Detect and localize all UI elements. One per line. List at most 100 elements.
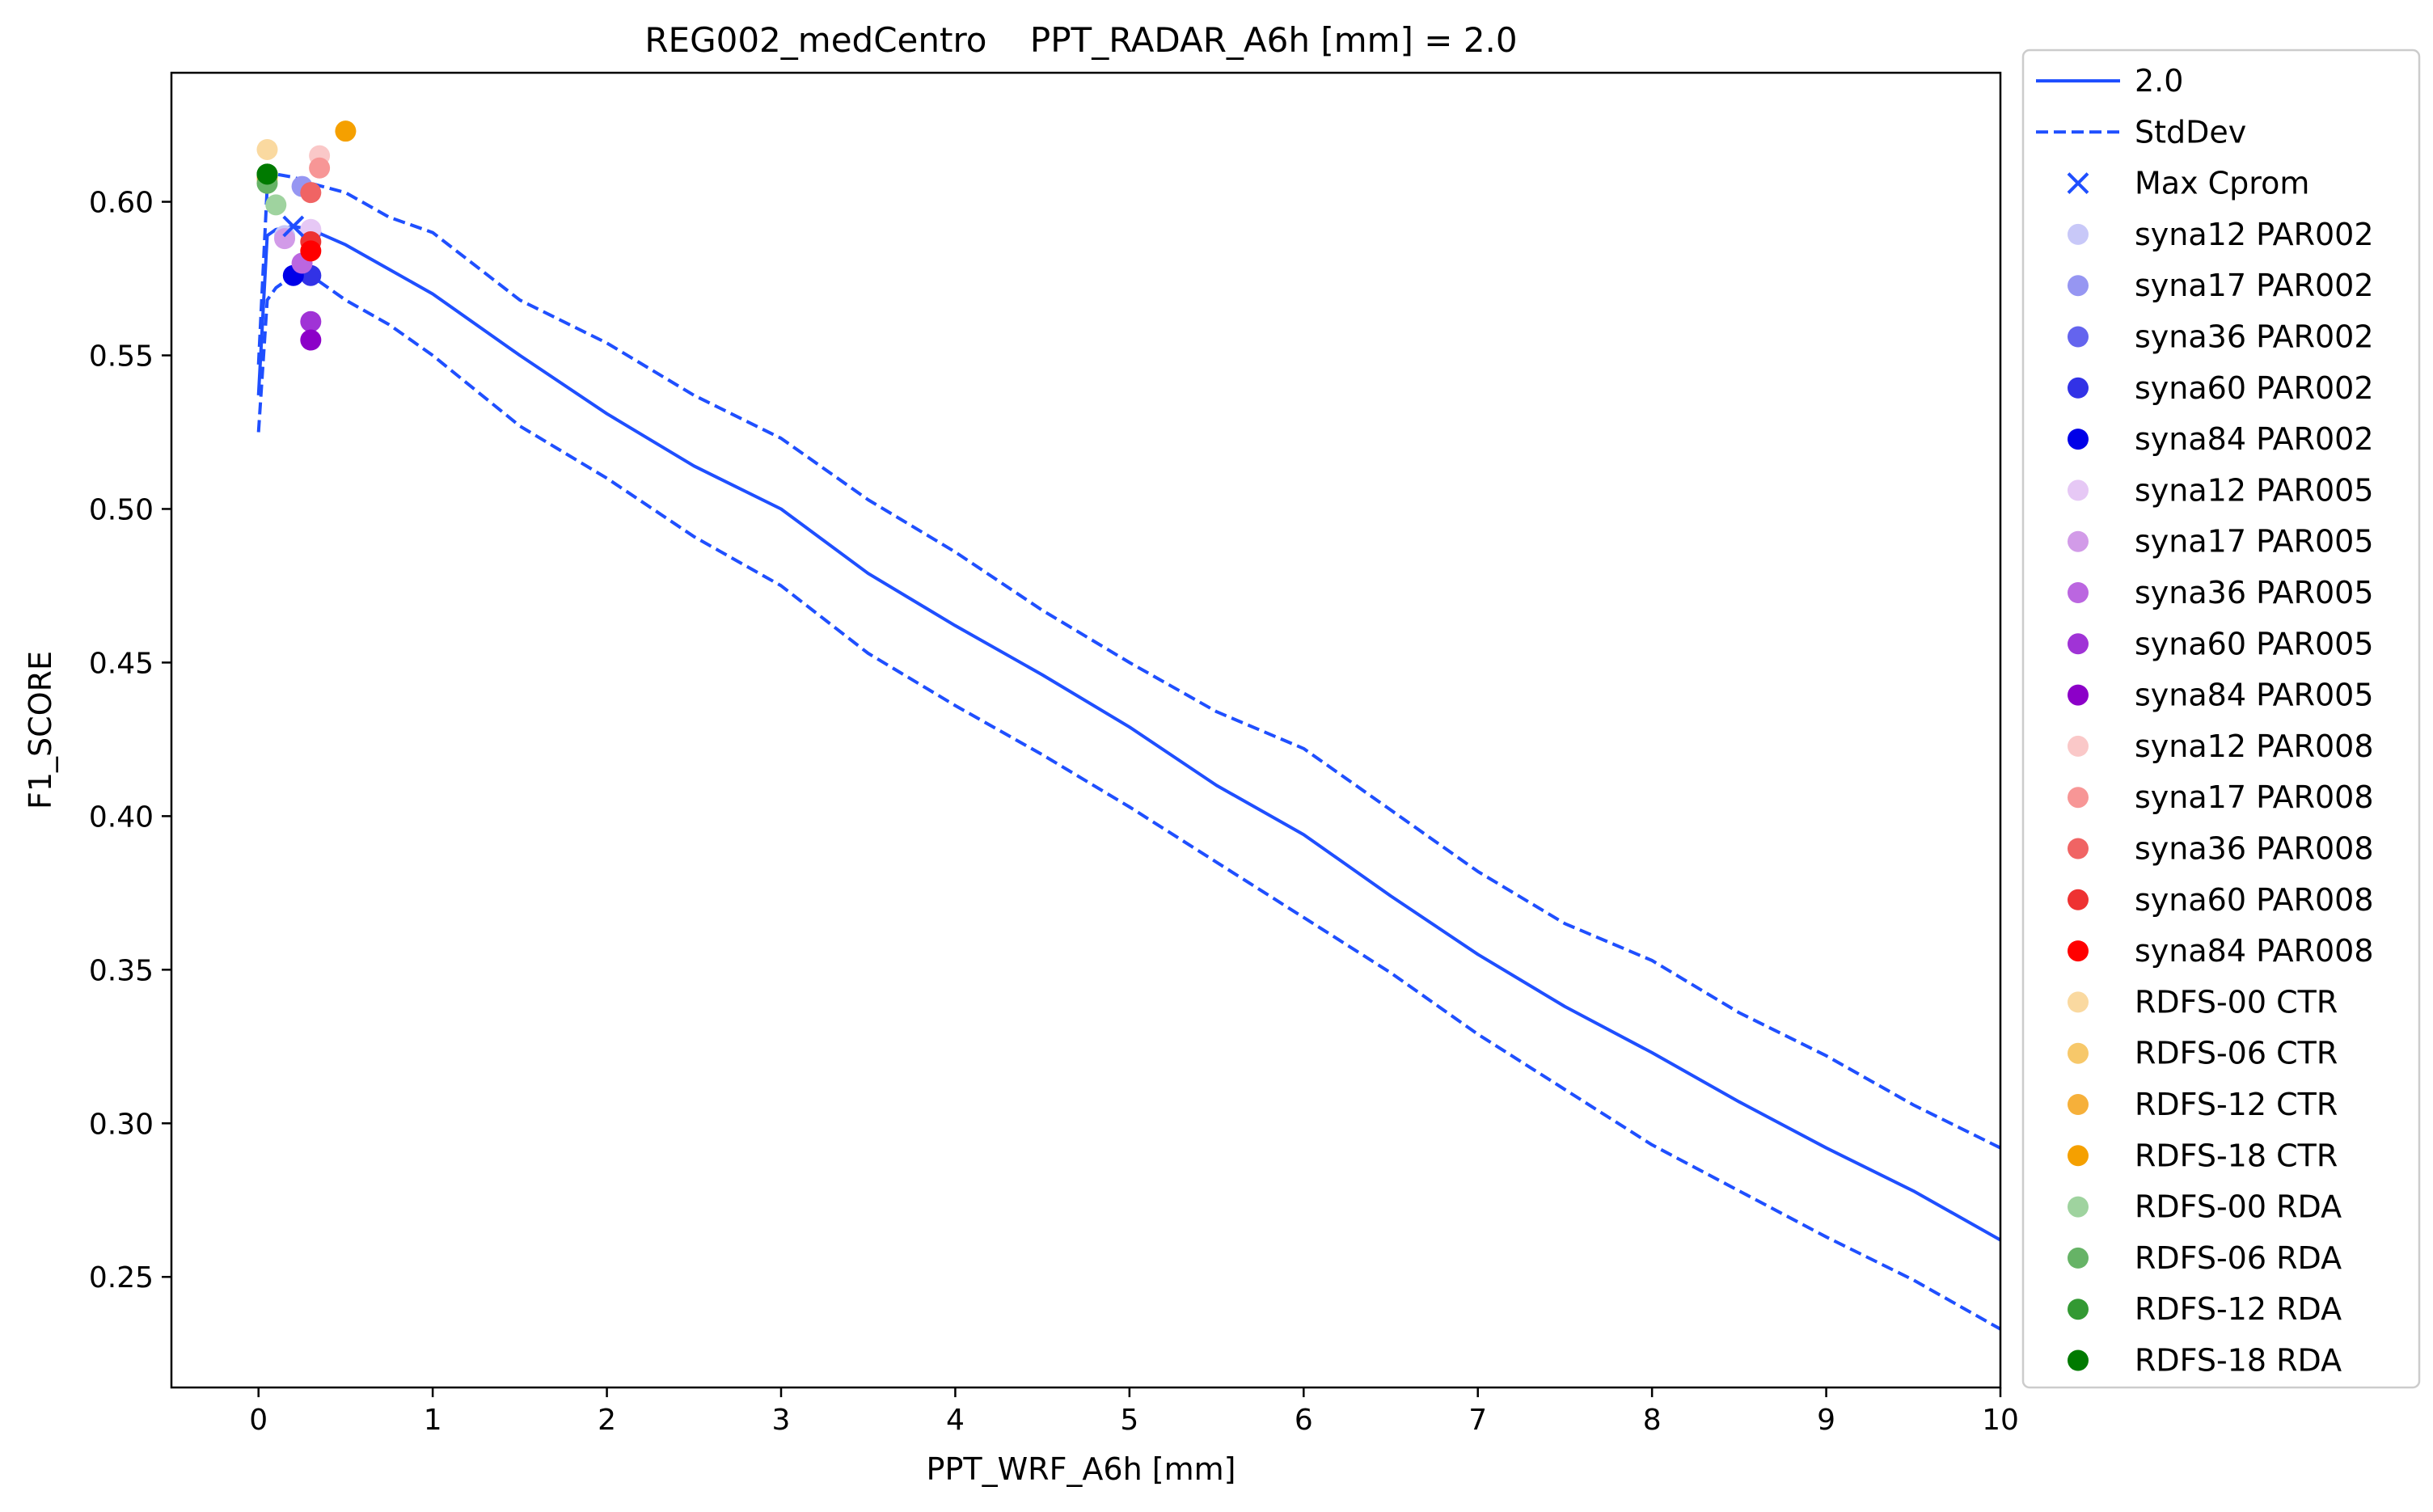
y-tick-label: 0.25 xyxy=(89,1261,154,1294)
legend-label: RDFS-00 CTR xyxy=(2135,984,2338,1020)
legend-swatch xyxy=(2068,582,2089,603)
x-tick-label: 7 xyxy=(1468,1404,1487,1437)
y-tick-label: 0.50 xyxy=(89,493,154,526)
legend-label: syna84 PAR002 xyxy=(2135,421,2374,457)
legend-swatch xyxy=(2068,633,2089,655)
y-tick-label: 0.35 xyxy=(89,954,154,987)
legend-label: syna36 PAR002 xyxy=(2135,319,2374,355)
legend-swatch xyxy=(2068,1349,2089,1371)
legend-item: syna36 PAR002 xyxy=(2068,319,2374,355)
legend-label: syna17 PAR008 xyxy=(2135,779,2374,815)
legend-item: StdDev xyxy=(2036,114,2246,150)
legend-frame xyxy=(2021,49,2421,1389)
legend-swatch xyxy=(2067,172,2089,195)
legend-item: Max Cprom xyxy=(2067,166,2309,201)
max-cprom-marker xyxy=(282,215,305,238)
legend-swatch xyxy=(2068,223,2089,245)
legend-label: syna60 PAR008 xyxy=(2135,882,2374,918)
point-syna17-par008 xyxy=(309,157,331,179)
legend-item: syna17 PAR002 xyxy=(2068,268,2374,303)
legend-item: syna36 PAR005 xyxy=(2068,575,2374,610)
x-tick-label: 1 xyxy=(424,1404,442,1437)
legend-label: 2.0 xyxy=(2135,63,2183,99)
legend-label: syna12 PAR002 xyxy=(2135,217,2374,252)
point-syna36-par008 xyxy=(300,182,322,204)
legend-item: syna36 PAR008 xyxy=(2068,831,2374,867)
legend-item: RDFS-06 RDA xyxy=(2068,1240,2342,1276)
legend-label: RDFS-18 CTR xyxy=(2135,1138,2338,1173)
x-tick-label: 5 xyxy=(1120,1404,1138,1437)
point-rdfs-00-ctr xyxy=(256,138,278,160)
legend-label: RDFS-12 CTR xyxy=(2135,1087,2338,1122)
legend-label: RDFS-06 RDA xyxy=(2135,1240,2342,1276)
legend-item: syna60 PAR002 xyxy=(2068,370,2374,406)
legend-label: RDFS-12 RDA xyxy=(2135,1291,2342,1327)
legend-item: RDFS-12 CTR xyxy=(2068,1087,2338,1122)
legend-swatch xyxy=(2068,991,2089,1013)
y-axis: 0.25 0.30 0.35 0.40 0.45 0.50 0.55 0.60 xyxy=(89,187,171,1294)
legend: 2.0 StdDev Max Cprom syna12 PAR002 syna17 PA… xyxy=(2021,49,2421,1389)
legend-item: syna12 PAR002 xyxy=(2068,217,2374,252)
legend-swatch xyxy=(2068,530,2089,552)
x-tick-label: 10 xyxy=(1982,1404,2019,1437)
legend-swatch xyxy=(2068,889,2089,910)
legend-swatch xyxy=(2068,735,2089,757)
legend-swatch xyxy=(2068,787,2089,809)
legend-item: syna17 PAR008 xyxy=(2068,779,2374,815)
point-syna60-par005 xyxy=(300,310,322,332)
legend-label: syna60 PAR002 xyxy=(2135,370,2374,406)
legend-swatch xyxy=(2068,275,2089,297)
legend-swatch xyxy=(2068,684,2089,706)
legend-swatch xyxy=(2068,1196,2089,1218)
y-tick-label: 0.45 xyxy=(89,647,154,680)
legend-label: syna12 PAR005 xyxy=(2135,472,2374,508)
y-tick-label: 0.40 xyxy=(89,800,154,834)
legend-item: RDFS-00 CTR xyxy=(2068,984,2338,1020)
point-rdfs-18-ctr xyxy=(335,120,357,142)
x-tick-label: 6 xyxy=(1295,1404,1313,1437)
legend-swatch xyxy=(2068,479,2089,501)
legend-item: RDFS-12 RDA xyxy=(2068,1291,2342,1327)
legend-label: Max Cprom xyxy=(2135,166,2309,201)
legend-item: syna84 PAR008 xyxy=(2068,933,2374,969)
legend-label: RDFS-00 RDA xyxy=(2135,1189,2342,1225)
legend-label: syna36 PAR005 xyxy=(2135,575,2374,610)
x-tick-label: 2 xyxy=(598,1404,616,1437)
legend-label: syna12 PAR008 xyxy=(2135,729,2374,764)
series-line-stddev-lower xyxy=(256,273,2001,1331)
y-axis-label: F1_SCORE xyxy=(23,651,58,809)
chart-title: REG002_medCentro PPT_RADAR_A6h [mm] = 2.… xyxy=(644,20,1517,60)
legend-label: syna36 PAR008 xyxy=(2135,831,2374,867)
legend-swatch xyxy=(2068,838,2089,859)
legend-label: StdDev xyxy=(2135,114,2246,150)
point-syna17-par005 xyxy=(274,228,296,250)
legend-label: syna84 PAR005 xyxy=(2135,678,2374,713)
legend-swatch xyxy=(2068,940,2089,962)
x-tick-label: 4 xyxy=(946,1404,965,1437)
legend-item: syna17 PAR005 xyxy=(2068,524,2374,560)
legend-label: syna17 PAR002 xyxy=(2135,268,2374,303)
point-rdfs-00-rda xyxy=(265,194,287,216)
legend-label: syna84 PAR008 xyxy=(2135,933,2374,969)
y-tick-label: 0.30 xyxy=(89,1108,154,1141)
x-tick-label: 8 xyxy=(1643,1404,1662,1437)
legend-label: RDFS-18 RDA xyxy=(2135,1343,2342,1379)
series-line-2-0 xyxy=(256,225,2001,1242)
y-tick-label: 0.60 xyxy=(89,187,154,220)
point-rdfs-18-rda xyxy=(256,163,278,185)
legend-item: 2.0 xyxy=(2036,63,2183,99)
legend-item: syna12 PAR008 xyxy=(2068,729,2374,764)
legend-swatch xyxy=(2068,1145,2089,1167)
x-axis-label: PPT_WRF_A6h [mm] xyxy=(927,1451,1236,1487)
point-syna84-par008 xyxy=(300,240,322,262)
point-syna84-par005 xyxy=(300,329,322,351)
plot-area xyxy=(256,120,2001,1331)
legend-swatch xyxy=(2068,1042,2089,1064)
series-line-stddev xyxy=(256,172,2001,1150)
legend-swatch xyxy=(2068,326,2089,348)
legend-item: syna84 PAR002 xyxy=(2068,421,2374,457)
legend-label: syna60 PAR005 xyxy=(2135,626,2374,661)
plot-frame xyxy=(170,71,2002,1389)
legend-item: RDFS-18 RDA xyxy=(2068,1343,2342,1379)
